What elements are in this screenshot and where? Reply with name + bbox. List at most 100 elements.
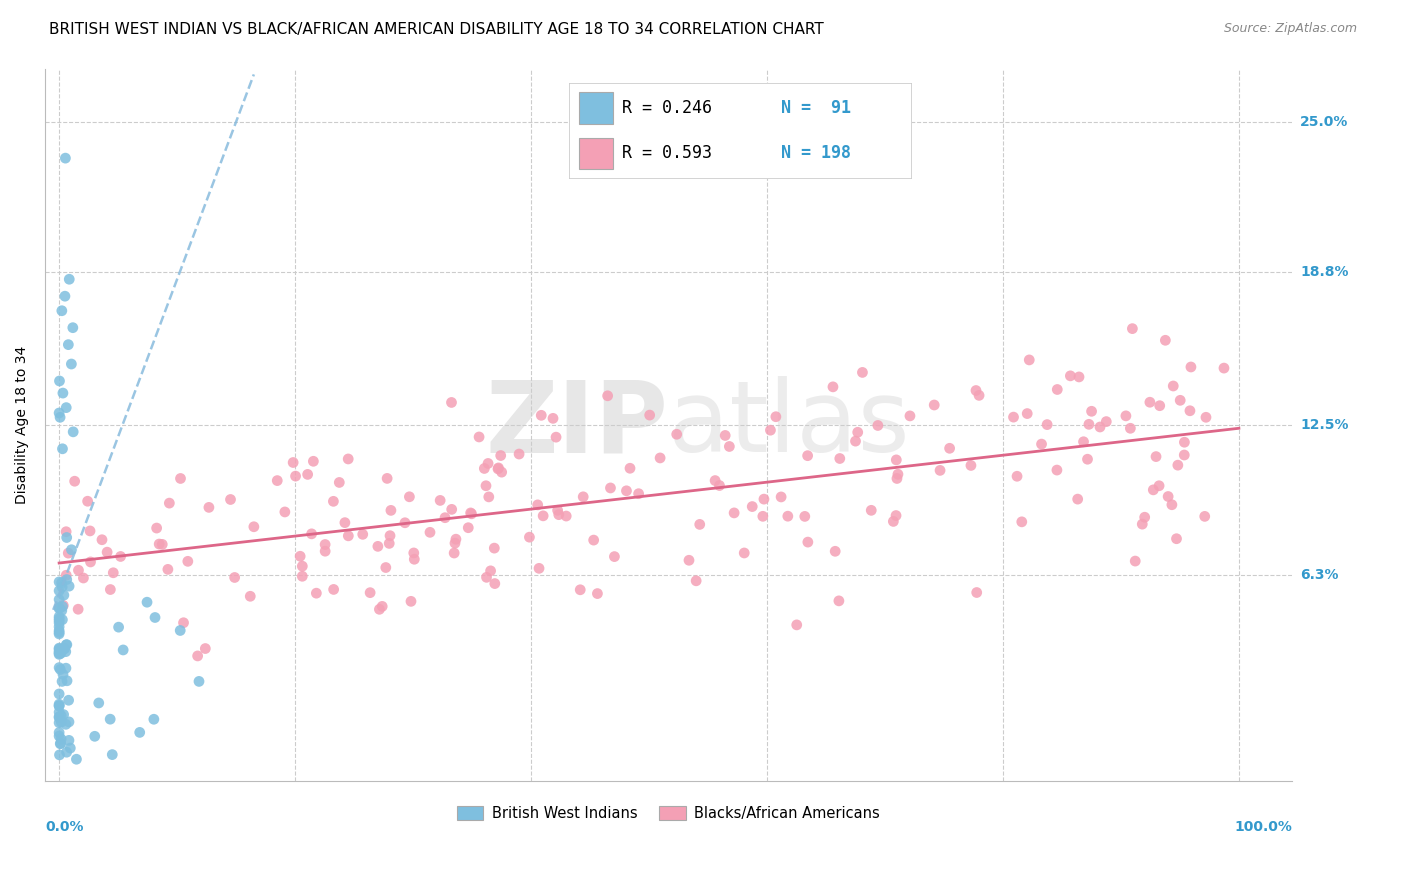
Point — [468, 430, 491, 444]
Text: 100.0%: 100.0% — [1234, 820, 1292, 834]
Point — [1149, 399, 1171, 413]
Point — [51, 613, 73, 627]
Point — [52, 707, 75, 722]
Point — [219, 492, 242, 507]
Point — [851, 366, 873, 380]
Point — [58, 579, 80, 593]
Point — [1115, 409, 1137, 423]
Point — [55, 573, 77, 587]
Point — [477, 457, 499, 471]
Point — [322, 494, 344, 508]
Point — [48, 600, 70, 615]
Point — [49, 646, 72, 660]
Point — [58, 272, 80, 286]
Point — [91, 533, 114, 547]
Point — [48, 625, 70, 640]
Point — [555, 509, 578, 524]
Point — [596, 389, 619, 403]
Point — [51, 604, 73, 618]
Point — [51, 575, 73, 590]
Point — [1130, 517, 1153, 532]
Text: ZIP: ZIP — [485, 376, 668, 473]
Point — [52, 642, 75, 657]
Point — [797, 535, 820, 549]
Point — [55, 568, 77, 582]
Point — [76, 494, 98, 508]
Point — [1166, 532, 1188, 546]
Point — [776, 509, 799, 524]
Point — [824, 544, 846, 558]
Point — [59, 741, 82, 756]
Point — [48, 624, 70, 638]
Point — [399, 594, 422, 608]
Point — [527, 561, 550, 575]
Point — [380, 503, 402, 517]
Point — [58, 337, 80, 351]
Point — [440, 502, 463, 516]
Point — [142, 712, 165, 726]
Point — [402, 546, 425, 560]
Point — [1139, 395, 1161, 409]
Point — [752, 509, 775, 524]
Point — [49, 663, 72, 677]
Point — [305, 586, 328, 600]
Point — [52, 667, 75, 681]
Point — [1178, 403, 1201, 417]
Point — [1144, 450, 1167, 464]
Point — [56, 638, 79, 652]
Point — [96, 545, 118, 559]
Point — [582, 533, 605, 547]
Point — [110, 549, 132, 564]
Point — [48, 612, 70, 626]
Point — [741, 500, 763, 514]
Point — [128, 725, 150, 739]
Point — [48, 645, 70, 659]
Point — [67, 563, 90, 577]
Point — [586, 586, 609, 600]
Point — [48, 697, 70, 711]
Point — [98, 582, 121, 597]
Point — [274, 505, 297, 519]
Point — [157, 496, 180, 510]
Point — [1018, 352, 1040, 367]
Point — [48, 747, 70, 762]
Point — [48, 620, 70, 634]
Point — [48, 698, 70, 713]
Point — [457, 521, 479, 535]
Point — [678, 553, 700, 567]
Point — [404, 552, 426, 566]
Point — [359, 585, 381, 599]
Point — [51, 442, 73, 456]
Point — [301, 526, 323, 541]
Point — [884, 508, 907, 523]
Point — [49, 410, 72, 425]
Point — [429, 493, 451, 508]
Point — [1180, 359, 1202, 374]
Point — [79, 555, 101, 569]
Point — [48, 698, 70, 713]
Point — [489, 449, 512, 463]
Point — [48, 583, 70, 598]
Point — [51, 674, 73, 689]
Point — [508, 447, 530, 461]
Point — [48, 614, 70, 628]
Point — [1147, 479, 1170, 493]
Point — [375, 471, 398, 485]
Point — [62, 425, 84, 439]
Point — [443, 546, 465, 560]
Point — [169, 471, 191, 485]
Point — [60, 542, 83, 557]
Point — [51, 599, 73, 614]
Point — [198, 500, 221, 515]
Point — [1167, 458, 1189, 472]
Point — [627, 486, 650, 500]
Point — [51, 715, 73, 730]
Point — [887, 467, 910, 482]
Text: atlas: atlas — [668, 376, 910, 473]
Point — [55, 524, 77, 539]
Point — [846, 425, 869, 440]
Point — [1073, 434, 1095, 449]
Point — [1067, 370, 1090, 384]
Point — [49, 732, 72, 747]
Point — [79, 524, 101, 538]
